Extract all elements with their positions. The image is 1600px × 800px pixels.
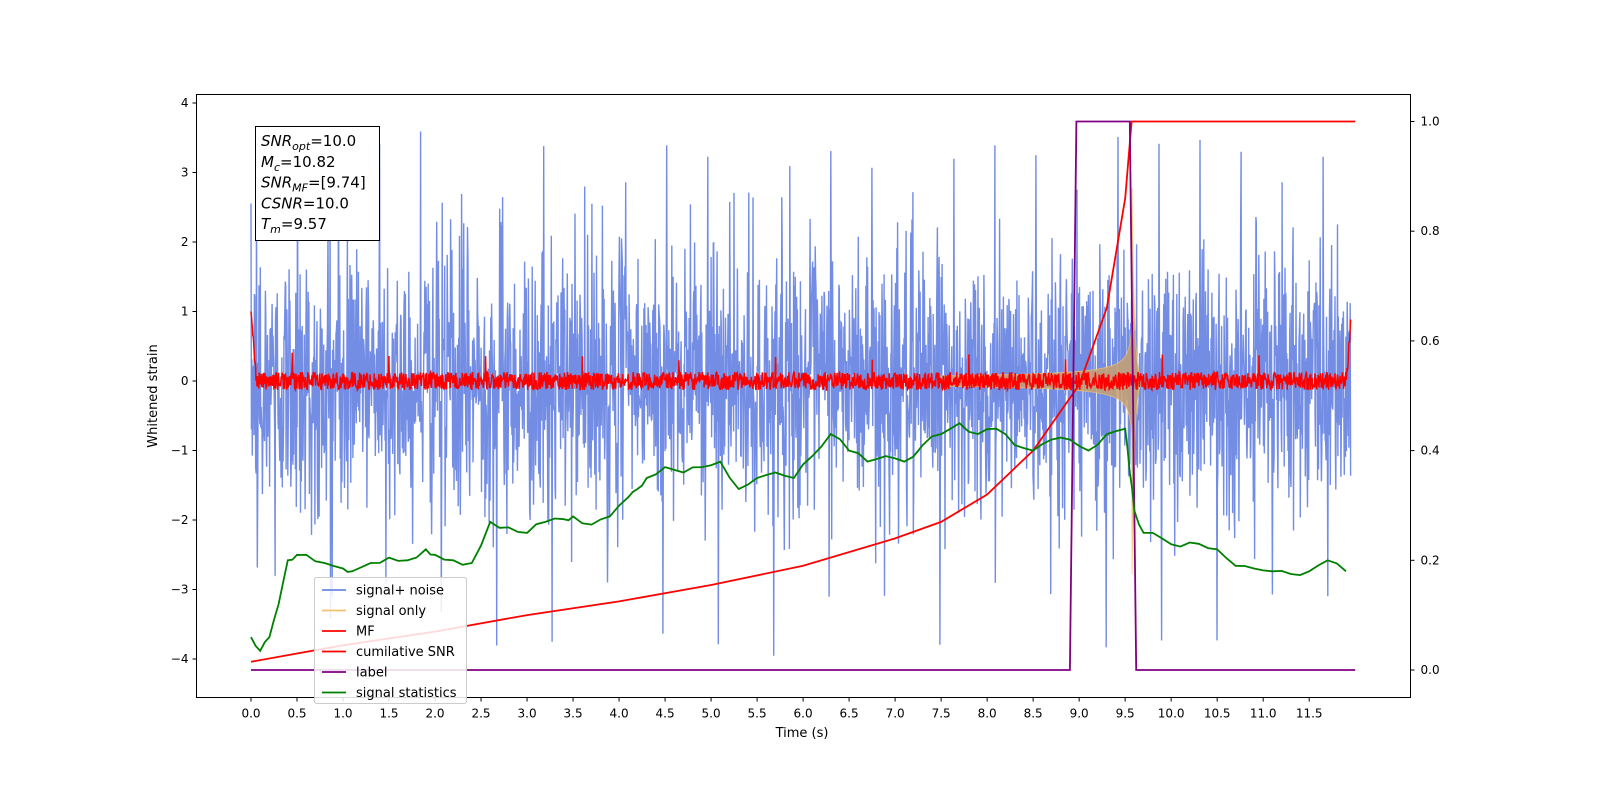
y-tick-label-left: −1: [171, 444, 189, 458]
x-tick-label: 10.0: [1158, 707, 1185, 721]
y-tick-label-right: 0.8: [1421, 224, 1440, 238]
x-tick-label: 3.5: [564, 707, 583, 721]
x-tick-label: 3.0: [518, 707, 537, 721]
x-tick-label: 6.5: [840, 707, 859, 721]
series-signal-statistics: [250, 422, 1347, 653]
x-tick-label: 5.0: [702, 707, 721, 721]
x-tick-label: 9.5: [1116, 707, 1135, 721]
info-line: SNRMF=[9.74]: [261, 174, 366, 195]
y-axis-right: 0.0 0.2 0.4 0.6 0.8 1.0: [1410, 115, 1440, 677]
x-tick-label: 1.0: [333, 707, 352, 721]
legend-label: signal only: [356, 604, 426, 619]
y-axis-label: Whitened strain: [146, 344, 161, 447]
info-line: Mc=10.82: [261, 153, 336, 174]
y-tick-label-left: 3: [181, 166, 189, 180]
x-tick-label: 11.0: [1250, 707, 1277, 721]
info-box-frame: [255, 126, 380, 241]
legend-label: signal statistics: [356, 686, 457, 701]
legend-label: signal+ noise: [356, 584, 444, 599]
y-tick-label-right: 0.4: [1421, 444, 1440, 458]
y-tick-label-left: 4: [181, 96, 189, 110]
legend-label: label: [356, 666, 387, 681]
y-axis-left: 4 3 2 1 0 −1 −2 −3 −4: [171, 96, 197, 666]
y-tick-label-left: −2: [171, 513, 189, 527]
info-line: Tm=9.57: [261, 215, 327, 236]
plot-area: [250, 120, 1356, 671]
x-tick-label: 6.0: [794, 707, 813, 721]
info-line: CSNR=10.0: [261, 194, 349, 212]
series-mf: [250, 311, 1352, 393]
x-tick-label: 11.5: [1296, 707, 1323, 721]
y-tick-label-left: 0: [181, 374, 189, 388]
legend: signal+ noise signal only MF cumilative SNR…: [314, 577, 467, 704]
x-axis-label: Time (s): [775, 726, 829, 741]
x-tick-label: 7.5: [932, 707, 951, 721]
x-tick-label: 4.0: [610, 707, 629, 721]
x-tick-label: 10.5: [1204, 707, 1231, 721]
parameter-info-box: SNRopt=10.0Mc=10.82SNRMF=[9.74]CSNR=10.0…: [255, 126, 380, 241]
y-tick-label-right: 1.0: [1421, 115, 1440, 129]
x-tick-label: 8.5: [1024, 707, 1043, 721]
x-tick-label: 8.0: [978, 707, 997, 721]
legend-label: cumilative SNR: [356, 645, 455, 660]
x-tick-label: 2.5: [471, 707, 490, 721]
series-label: [251, 120, 1356, 671]
x-tick-label: 0.0: [241, 707, 260, 721]
y-tick-label-left: −3: [171, 583, 189, 597]
legend-label: MF: [356, 625, 375, 640]
y-tick-label-left: 2: [181, 235, 189, 249]
x-axis: 0.0 0.5 1.0 1.5 2.0 2.5 3.0 3.5 4.0 4.5 5.0 5.5 6.0 6…: [241, 697, 1323, 721]
y-tick-label-right: 0.0: [1421, 663, 1440, 677]
x-tick-label: 2.0: [425, 707, 444, 721]
x-tick-label: 5.5: [748, 707, 767, 721]
y-tick-label-right: 0.2: [1421, 553, 1440, 567]
x-tick-label: 4.5: [656, 707, 675, 721]
y-tick-label-right: 0.6: [1421, 334, 1440, 348]
x-tick-label: 0.5: [287, 707, 306, 721]
x-tick-label: 1.5: [379, 707, 398, 721]
y-tick-label-left: −4: [171, 652, 189, 666]
info-line: SNRopt=10.0: [261, 132, 356, 153]
x-tick-label: 9.0: [1070, 707, 1089, 721]
y-tick-label-left: 1: [181, 305, 189, 319]
x-tick-label: 7.0: [886, 707, 905, 721]
legend-frame: [314, 577, 467, 704]
